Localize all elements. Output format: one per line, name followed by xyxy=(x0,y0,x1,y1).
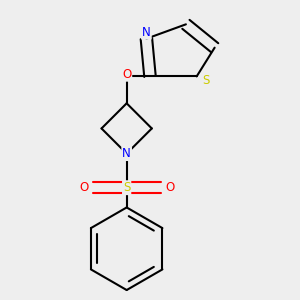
Text: O: O xyxy=(122,68,131,81)
Text: N: N xyxy=(122,147,131,160)
Text: O: O xyxy=(165,181,174,194)
Text: O: O xyxy=(79,181,88,194)
Text: S: S xyxy=(202,74,209,87)
Text: N: N xyxy=(142,26,151,39)
Text: S: S xyxy=(123,181,130,194)
